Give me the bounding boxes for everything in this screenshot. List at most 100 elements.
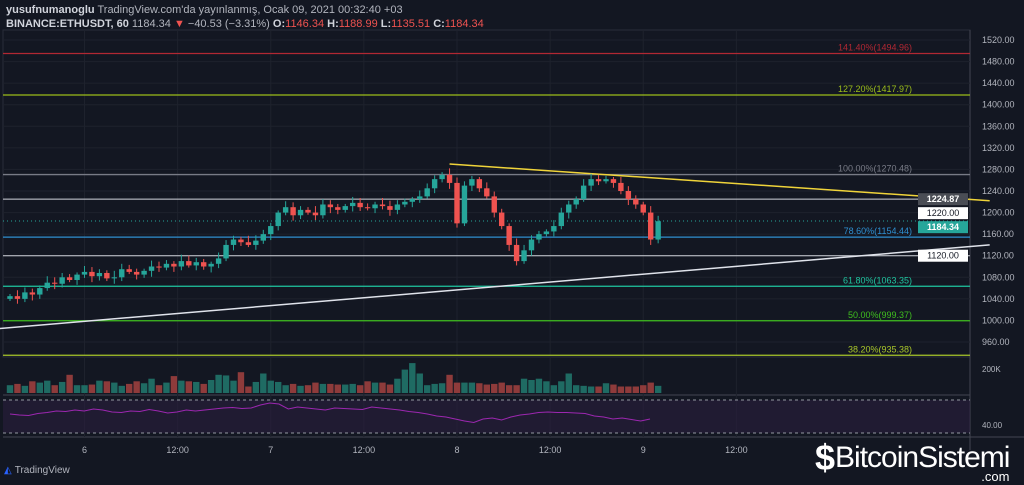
volume-bar <box>200 383 207 393</box>
candle-body <box>476 179 483 189</box>
candle-body <box>379 204 386 207</box>
volume-bar <box>356 385 364 393</box>
fib-level-label: 100.00%(1270.48) <box>838 164 912 174</box>
fib-level-label: 61.80%(1063.35) <box>843 275 912 285</box>
fib-level-label: 50.00%(999.37) <box>848 310 912 320</box>
candle-body <box>7 296 13 299</box>
volume-bar <box>230 380 237 393</box>
close-label: C: <box>433 18 445 30</box>
volume-bar <box>319 383 327 393</box>
volume-bar <box>327 383 334 393</box>
symbol[interactable]: BINANCE:ETHUSDT, 60 <box>6 18 129 30</box>
x-tick-label: 9 <box>641 445 646 455</box>
last-price: 1184.34 <box>131 18 171 30</box>
x-tick-label: 8 <box>454 445 459 455</box>
candle-body <box>513 244 520 262</box>
y-tick-label: 1120.00 <box>982 251 1014 261</box>
candle-body <box>52 282 58 284</box>
y-tick-label: 1440.00 <box>982 78 1015 88</box>
candle-body <box>44 282 50 289</box>
candle-body <box>364 207 371 209</box>
volume-bar <box>513 385 520 393</box>
candle-body <box>409 199 415 202</box>
candle-body <box>171 263 177 267</box>
candle-body <box>208 263 214 267</box>
candle-body <box>215 258 222 264</box>
candle-body <box>580 185 587 200</box>
price-change: −40.53 (−3.31%) <box>187 18 270 30</box>
y-tick-label: 1040.00 <box>982 294 1015 304</box>
candle-body <box>163 263 170 268</box>
candle-body <box>417 196 423 200</box>
candle-body <box>230 239 237 245</box>
y-tick-label: 1480.00 <box>982 57 1015 67</box>
volume-bar <box>476 383 483 393</box>
candle-body <box>357 202 363 208</box>
volume-bar <box>617 386 625 393</box>
y-tick-label: 1000.00 <box>982 315 1015 325</box>
volume-bar <box>632 386 639 393</box>
volume-bar <box>491 383 498 393</box>
candle-body <box>603 179 609 182</box>
volume-bar <box>573 385 580 393</box>
volume-bar <box>364 381 371 393</box>
volume-bar <box>610 384 617 393</box>
candle-body <box>372 204 378 209</box>
candle-body <box>66 277 73 280</box>
volume-bar <box>565 373 572 393</box>
candle-body <box>588 179 594 186</box>
volume-bar <box>394 378 401 393</box>
candle-body <box>282 207 289 213</box>
tradingview-label: TradingView <box>14 465 70 476</box>
volume-bar <box>424 385 431 393</box>
volume-bar <box>520 378 528 393</box>
candle-body <box>29 292 36 295</box>
volume-bar <box>468 382 476 393</box>
candle-body <box>335 207 341 210</box>
x-tick-label: 12:00 <box>725 445 748 455</box>
volume-bar <box>483 384 490 393</box>
volume-bar <box>431 383 438 393</box>
candle-body <box>104 272 110 279</box>
candle-body <box>521 250 527 262</box>
volume-bar <box>103 381 111 393</box>
candle-body <box>119 269 125 278</box>
volume-bar <box>222 375 230 393</box>
open-value: 1146.34 <box>285 18 325 30</box>
tradingview-logo[interactable]: ◭ TradingView <box>4 465 70 476</box>
y-tick-label: 1400.00 <box>982 100 1015 110</box>
close-value: 1184.34 <box>444 18 484 30</box>
volume-bar <box>371 382 379 393</box>
candle-body <box>402 201 408 205</box>
candle-body <box>148 266 155 271</box>
volume-bar <box>193 381 200 393</box>
candle-body <box>461 185 468 224</box>
candle-body <box>618 182 624 192</box>
volume-bar <box>81 385 88 393</box>
volume-bar <box>461 382 468 393</box>
candle-body <box>551 226 557 232</box>
candle-body <box>543 231 550 235</box>
volume-bar <box>453 382 461 393</box>
volume-bar <box>185 381 192 393</box>
volume-bar <box>342 384 349 393</box>
price-label-box <box>918 207 968 220</box>
candle-body <box>640 204 646 213</box>
candle-body <box>178 261 185 267</box>
volume-bar <box>438 383 446 393</box>
candle-body <box>156 266 162 268</box>
low-label: L: <box>380 18 392 30</box>
rsi-tick-label: 40.00 <box>982 421 1003 430</box>
candle-body <box>491 196 497 213</box>
down-arrow-icon: ▼ <box>173 18 185 30</box>
candle-body <box>126 269 132 272</box>
x-tick-label: 7 <box>268 445 273 455</box>
candle-body <box>506 226 512 245</box>
volume-bar <box>140 383 148 393</box>
candle-body <box>312 212 319 216</box>
candle-body <box>469 179 475 186</box>
volume-bar <box>304 385 312 393</box>
volume-bar <box>640 385 647 393</box>
volume-bar <box>654 385 662 393</box>
